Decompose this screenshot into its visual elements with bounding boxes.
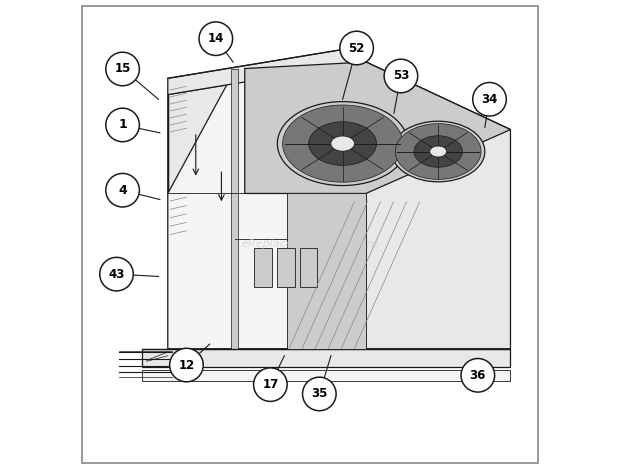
Text: 12: 12: [179, 358, 195, 371]
Circle shape: [170, 348, 203, 382]
Text: eReplacementParts.com: eReplacementParts.com: [242, 239, 378, 249]
Circle shape: [106, 108, 140, 142]
Ellipse shape: [414, 136, 463, 167]
Polygon shape: [142, 349, 510, 367]
Ellipse shape: [309, 122, 376, 166]
Text: 36: 36: [470, 369, 486, 382]
Polygon shape: [168, 62, 510, 194]
Polygon shape: [236, 62, 366, 349]
Circle shape: [303, 377, 336, 411]
Polygon shape: [299, 249, 317, 287]
Ellipse shape: [283, 105, 402, 182]
Ellipse shape: [331, 136, 355, 151]
Text: 43: 43: [108, 268, 125, 280]
Text: 4: 4: [118, 184, 127, 197]
Polygon shape: [277, 249, 295, 287]
Ellipse shape: [392, 121, 485, 182]
Circle shape: [384, 59, 418, 93]
Circle shape: [472, 83, 507, 116]
Polygon shape: [286, 194, 366, 349]
Polygon shape: [231, 69, 237, 349]
Text: 14: 14: [208, 32, 224, 45]
Ellipse shape: [277, 102, 408, 186]
Polygon shape: [168, 69, 236, 349]
Circle shape: [199, 22, 232, 55]
Text: 52: 52: [348, 42, 365, 54]
Polygon shape: [168, 45, 366, 95]
Text: 1: 1: [118, 119, 127, 131]
Polygon shape: [245, 62, 510, 194]
Ellipse shape: [430, 146, 446, 157]
Circle shape: [100, 257, 133, 291]
Text: 35: 35: [311, 387, 327, 401]
Circle shape: [254, 368, 287, 401]
Polygon shape: [366, 62, 510, 349]
Ellipse shape: [396, 124, 481, 180]
Polygon shape: [142, 370, 510, 381]
Circle shape: [461, 358, 495, 392]
Text: 34: 34: [481, 93, 498, 106]
Text: 17: 17: [262, 378, 278, 391]
Circle shape: [106, 174, 140, 207]
Text: 15: 15: [115, 62, 131, 76]
Circle shape: [340, 31, 373, 65]
Circle shape: [106, 52, 140, 86]
Text: 53: 53: [392, 69, 409, 83]
Polygon shape: [254, 249, 272, 287]
